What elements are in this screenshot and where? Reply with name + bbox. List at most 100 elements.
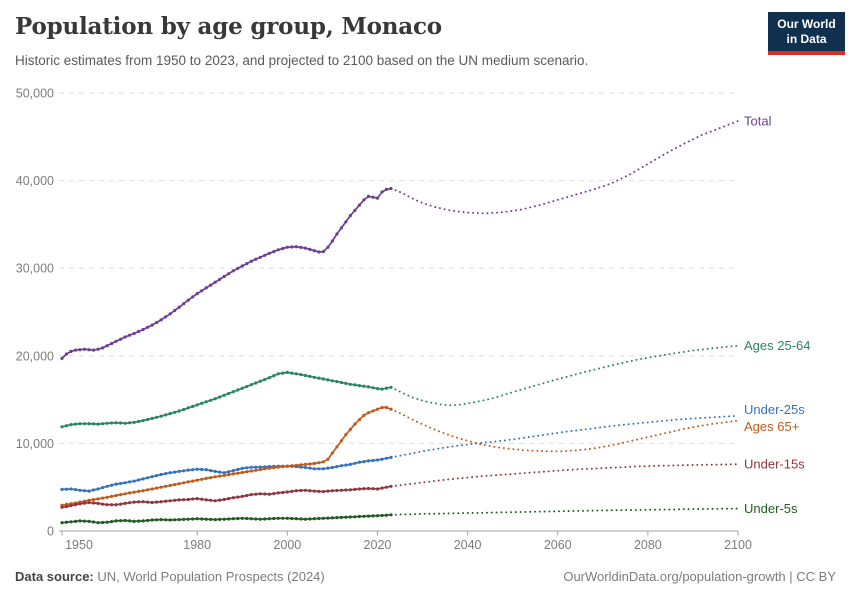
data-point-marker <box>64 504 69 509</box>
data-point-marker <box>209 283 213 287</box>
data-point-marker <box>222 274 226 279</box>
x-axis-tick-label: 2100 <box>724 538 752 552</box>
data-point-marker <box>344 515 348 519</box>
data-point-marker <box>195 497 199 501</box>
data-point-marker <box>110 483 114 487</box>
data-point-marker <box>69 423 73 427</box>
data-point-marker <box>204 498 208 502</box>
data-point-marker <box>73 488 78 492</box>
data-point-marker <box>362 514 366 518</box>
data-point-marker <box>218 277 222 281</box>
data-point-marker <box>200 401 204 405</box>
data-point-marker <box>146 325 150 329</box>
data-point-marker <box>254 257 258 261</box>
data-point-marker <box>357 460 361 464</box>
data-point-marker <box>91 422 96 426</box>
data-point-marker <box>132 331 136 336</box>
data-point-marker <box>141 477 145 481</box>
data-point-marker <box>164 484 168 488</box>
data-point-marker <box>326 516 330 520</box>
data-point-marker <box>263 492 267 496</box>
data-point-marker <box>168 312 172 316</box>
data-point-marker <box>173 308 177 313</box>
data-point-marker <box>195 467 199 471</box>
data-point-marker <box>348 488 352 492</box>
data-point-marker <box>128 519 132 523</box>
data-point-marker <box>218 498 222 502</box>
data-point-marker <box>285 490 289 494</box>
data-point-marker <box>380 190 384 194</box>
data-point-marker <box>312 375 316 379</box>
data-point-marker <box>348 382 352 386</box>
data-point-marker <box>182 407 186 412</box>
data-point-marker <box>159 414 163 418</box>
data-point-marker <box>330 516 334 520</box>
data-point-marker <box>240 386 244 390</box>
data-point-marker <box>258 255 262 259</box>
data-point-marker <box>330 489 334 493</box>
data-point-marker <box>272 250 276 254</box>
data-point-marker <box>164 472 168 476</box>
data-point-marker <box>177 305 181 309</box>
data-point-marker <box>299 465 303 469</box>
data-point-marker <box>168 412 172 416</box>
data-point-marker <box>348 515 352 519</box>
data-point-marker <box>128 333 132 337</box>
data-point-marker <box>155 320 159 325</box>
data-point-marker <box>209 469 213 473</box>
data-point-marker <box>222 473 226 477</box>
data-point-marker <box>200 497 204 501</box>
data-point-marker <box>195 517 199 521</box>
data-point-marker <box>69 520 73 524</box>
data-point-marker <box>344 463 348 467</box>
data-point-marker <box>231 496 235 500</box>
data-point-marker <box>258 467 262 472</box>
data-point-marker <box>87 489 91 493</box>
data-point-marker <box>335 516 339 520</box>
data-point-marker <box>357 487 361 491</box>
data-point-marker <box>276 491 280 495</box>
data-point-marker <box>249 465 253 469</box>
data-point-marker <box>119 493 123 497</box>
data-point-marker <box>267 466 271 470</box>
data-point-marker <box>114 339 118 343</box>
data-point-marker <box>150 487 154 491</box>
data-point-marker <box>87 500 91 505</box>
data-point-marker <box>231 517 235 521</box>
credit-link[interactable]: OurWorldinData.org/population-growth | C… <box>563 569 836 584</box>
data-point-marker <box>231 390 235 394</box>
data-point-marker <box>73 422 78 426</box>
data-point-marker <box>321 516 325 520</box>
data-point-marker <box>73 519 78 524</box>
data-point-marker <box>191 404 195 408</box>
data-point-marker <box>321 377 325 381</box>
data-point-marker <box>371 458 375 463</box>
data-point-marker <box>299 373 303 377</box>
data-point-marker <box>303 246 307 250</box>
data-point-marker <box>182 517 186 522</box>
data-point-marker <box>64 520 69 524</box>
data-point-marker <box>82 501 87 505</box>
data-point-marker <box>375 196 380 200</box>
data-point-marker <box>353 487 357 491</box>
data-point-marker <box>366 194 371 198</box>
data-point-marker <box>294 517 298 521</box>
data-point-marker <box>87 422 91 426</box>
data-point-marker <box>290 245 294 249</box>
data-point-marker <box>164 499 168 503</box>
data-point-marker <box>96 497 100 501</box>
data-point-marker <box>272 516 276 521</box>
series-under-5s <box>60 507 739 525</box>
data-point-marker <box>294 372 298 376</box>
owid-logo[interactable]: Our World in Data <box>768 12 845 55</box>
data-point-marker <box>317 489 321 493</box>
data-point-marker <box>119 481 123 486</box>
data-point-marker <box>267 251 271 255</box>
data-point-marker <box>191 497 195 501</box>
data-point-marker <box>101 422 105 426</box>
data-point-marker <box>119 519 123 523</box>
data-point-marker <box>168 499 172 503</box>
data-point-marker <box>146 488 150 492</box>
